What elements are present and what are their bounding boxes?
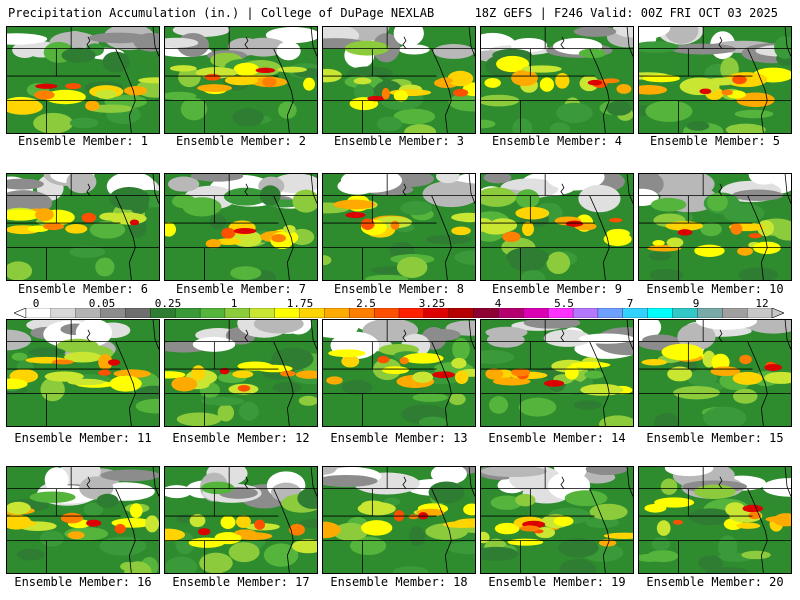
ensemble-map-12 xyxy=(164,319,318,427)
ensemble-member-label: Ensemble Member: 12 xyxy=(172,431,310,445)
ensemble-map-13 xyxy=(322,319,476,427)
ensemble-map-16 xyxy=(6,466,160,574)
ensemble-member-label: Ensemble Member: 9 xyxy=(491,282,623,296)
ensemble-member-label: Ensemble Member: 13 xyxy=(330,431,468,445)
ensemble-member-label: Ensemble Member: 10 xyxy=(646,282,784,296)
ensemble-map-11 xyxy=(6,319,160,427)
colorbar-segment xyxy=(125,308,151,318)
ensemble-member-label: Ensemble Member: 14 xyxy=(488,431,626,445)
ensemble-map-5 xyxy=(638,26,792,134)
colorbar-tick-label: 9 xyxy=(692,297,700,310)
ensemble-map-1 xyxy=(6,26,160,134)
ensemble-map-20 xyxy=(638,466,792,574)
colorbar-segment xyxy=(50,308,77,318)
ensemble-map-19 xyxy=(480,466,634,574)
ensemble-member-label: Ensemble Member: 19 xyxy=(488,575,626,589)
precip-colorbar xyxy=(14,308,784,318)
colorbar-tick-label: 7 xyxy=(626,297,634,310)
colorbar-segment xyxy=(523,308,549,318)
ensemble-map-10 xyxy=(638,173,792,281)
colorbar-segment xyxy=(448,308,475,318)
colorbar-segment xyxy=(249,308,276,318)
colorbar-tick-label: 0.05 xyxy=(88,297,116,310)
colorbar-tick-label: 3.25 xyxy=(418,297,446,310)
ensemble-member-label: Ensemble Member: 20 xyxy=(646,575,784,589)
ensemble-map-15 xyxy=(638,319,792,427)
ensemble-map-2 xyxy=(164,26,318,134)
colorbar-segment xyxy=(722,308,748,318)
ensemble-member-label: Ensemble Member: 4 xyxy=(491,134,623,148)
ensemble-map-6 xyxy=(6,173,160,281)
ensemble-map-9 xyxy=(480,173,634,281)
ensemble-map-8 xyxy=(322,173,476,281)
colorbar-tick-label: 4 xyxy=(494,297,502,310)
ensemble-member-label: Ensemble Member: 16 xyxy=(14,575,152,589)
colorbar-tick-label: 1 xyxy=(230,297,238,310)
ensemble-map-4 xyxy=(480,26,634,134)
colorbar-tick-label: 5.5 xyxy=(554,297,574,310)
colorbar-tick-label: 0.25 xyxy=(154,297,182,310)
ensemble-map-3 xyxy=(322,26,476,134)
colorbar-segment xyxy=(199,308,226,318)
ensemble-member-label: Ensemble Member: 2 xyxy=(175,134,307,148)
ensemble-member-label: Ensemble Member: 7 xyxy=(175,282,307,296)
colorbar-segment xyxy=(647,308,673,318)
colorbar-min-arrow xyxy=(14,308,27,318)
ensemble-map-17 xyxy=(164,466,318,574)
ensemble-map-14 xyxy=(480,319,634,427)
map-title: Precipitation Accumulation (in.) | Colle… xyxy=(8,6,435,20)
colorbar-tick-label: 0 xyxy=(32,297,40,310)
colorbar-max-arrow xyxy=(771,308,784,318)
colorbar-segment xyxy=(224,308,251,318)
ensemble-member-label: Ensemble Member: 5 xyxy=(649,134,781,148)
colorbar-tick-label: 1.75 xyxy=(286,297,314,310)
ensemble-member-label: Ensemble Member: 6 xyxy=(17,282,149,296)
ensemble-member-label: Ensemble Member: 17 xyxy=(172,575,310,589)
colorbar-segment xyxy=(498,308,524,318)
ensemble-member-label: Ensemble Member: 8 xyxy=(333,282,465,296)
colorbar-tick-label: 2.5 xyxy=(356,297,376,310)
colorbar-segment xyxy=(572,308,599,318)
ensemble-map-7 xyxy=(164,173,318,281)
model-run-info: 18Z GEFS | F246 Valid: 00Z FRI OCT 03 20… xyxy=(474,6,778,20)
colorbar-segment xyxy=(697,308,723,318)
ensemble-member-label: Ensemble Member: 15 xyxy=(646,431,784,445)
colorbar-segment xyxy=(324,308,350,318)
colorbar-tick-label: 12 xyxy=(755,297,769,310)
colorbar-segment xyxy=(597,308,624,318)
colorbar-segment xyxy=(373,308,400,318)
ensemble-map-18 xyxy=(322,466,476,574)
ensemble-member-label: Ensemble Member: 1 xyxy=(17,134,149,148)
ensemble-member-label: Ensemble Member: 18 xyxy=(330,575,468,589)
ensemble-member-label: Ensemble Member: 3 xyxy=(333,134,465,148)
ensemble-member-label: Ensemble Member: 11 xyxy=(14,431,152,445)
